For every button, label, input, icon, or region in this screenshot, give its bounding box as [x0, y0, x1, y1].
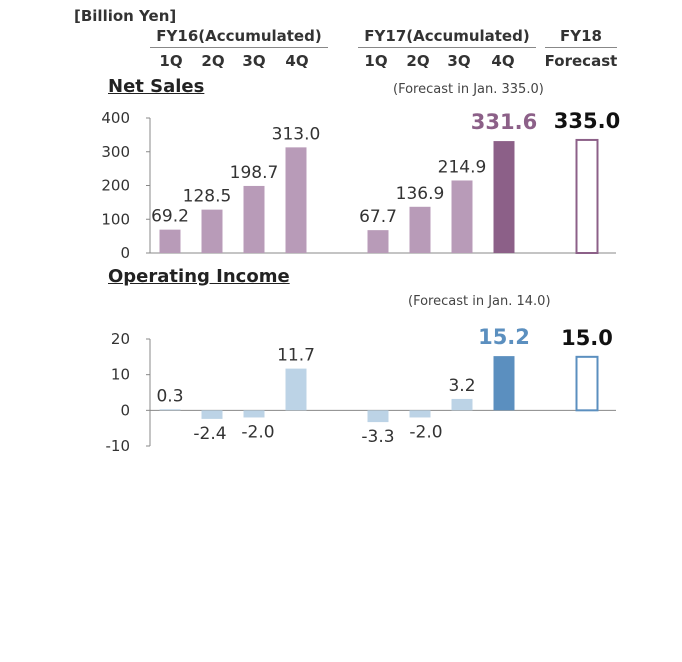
data-label: 198.7 — [230, 163, 279, 183]
fy17-header-rule — [358, 47, 536, 48]
y-tick-label: 10 — [111, 366, 130, 384]
fy17-header: FY17(Accumulated) — [364, 27, 530, 45]
fy17-bar — [409, 206, 431, 253]
data-label: -2.0 — [409, 422, 442, 442]
y-tick-label: -10 — [106, 437, 131, 455]
fy16-header-rule — [150, 47, 328, 48]
fy16-bar — [159, 409, 181, 411]
fy16-bar — [159, 229, 181, 253]
fy16-bar — [201, 410, 223, 419]
fy17-bar — [367, 230, 389, 253]
data-label: 128.5 — [183, 187, 232, 207]
data-label: -2.4 — [193, 424, 226, 444]
data-label: 214.9 — [438, 157, 487, 177]
y-tick-label: 0 — [120, 401, 130, 419]
fy16-quarter-label: 3Q — [242, 52, 266, 70]
data-label: -3.3 — [361, 427, 394, 447]
data-label: 67.7 — [359, 207, 397, 227]
data-label: -2.0 — [241, 422, 274, 442]
fy17-bar — [409, 410, 431, 418]
data-label: 15.2 — [478, 325, 530, 349]
y-tick-label: 400 — [101, 109, 130, 127]
data-label: 0.3 — [156, 386, 183, 406]
y-tick-label: 300 — [101, 143, 130, 161]
fy16-quarter-label: 4Q — [285, 52, 309, 70]
fy16-bar — [243, 410, 265, 418]
net-sales-forecast-note: (Forecast in Jan. 335.0) — [393, 82, 544, 97]
y-tick-label: 200 — [101, 177, 130, 195]
data-label: 15.0 — [561, 326, 613, 350]
fy17-bar — [451, 398, 473, 411]
forecast-bar — [575, 138, 599, 254]
fy17-quarter-label: 1Q — [364, 52, 388, 70]
data-label: 136.9 — [396, 184, 445, 204]
fy16-bar — [243, 185, 265, 253]
fy16-header: FY16(Accumulated) — [156, 27, 322, 45]
y-tick-label: 100 — [101, 210, 130, 228]
unit-label: [Billion Yen] — [74, 7, 177, 25]
fy17-quarter-label: 3Q — [447, 52, 471, 70]
fy16-bar — [285, 368, 307, 411]
fy16-bar — [201, 209, 223, 253]
y-tick-label: 0 — [120, 244, 130, 262]
data-label: 313.0 — [272, 124, 321, 144]
operating-income-forecast-note: (Forecast in Jan. 14.0) — [408, 294, 551, 309]
net-sales-title: Net Sales — [108, 76, 205, 97]
fy18-forecast-label: Forecast — [544, 52, 618, 70]
fy18-header: FY18 — [560, 27, 602, 45]
data-label: 3.2 — [448, 376, 475, 396]
data-label: 331.6 — [471, 110, 537, 134]
forecast-bar — [575, 355, 599, 412]
operating-income-title: Operating Income — [108, 266, 290, 287]
fy17-bar — [493, 141, 515, 253]
y-tick-label: 20 — [111, 330, 130, 348]
operating-income-chart: -10 0 10 20 0.3 -2.4 -2.0 11.7 -3.3 -2.0 3.2 15.2 15… — [106, 325, 616, 455]
fy16-quarter-label: 2Q — [201, 52, 225, 70]
fy18-header-rule — [545, 47, 617, 48]
fy17-bar — [367, 410, 389, 423]
fy17-quarter-label: 2Q — [406, 52, 430, 70]
data-label: 335.0 — [554, 109, 620, 133]
fy17-bar — [493, 356, 515, 411]
data-label: 11.7 — [277, 346, 315, 366]
fy16-bar — [285, 147, 307, 253]
fy17-bar — [451, 180, 473, 253]
fy17-quarter-label: 4Q — [491, 52, 515, 70]
fy16-quarter-label: 1Q — [159, 52, 183, 70]
data-label: 69.2 — [151, 207, 189, 227]
